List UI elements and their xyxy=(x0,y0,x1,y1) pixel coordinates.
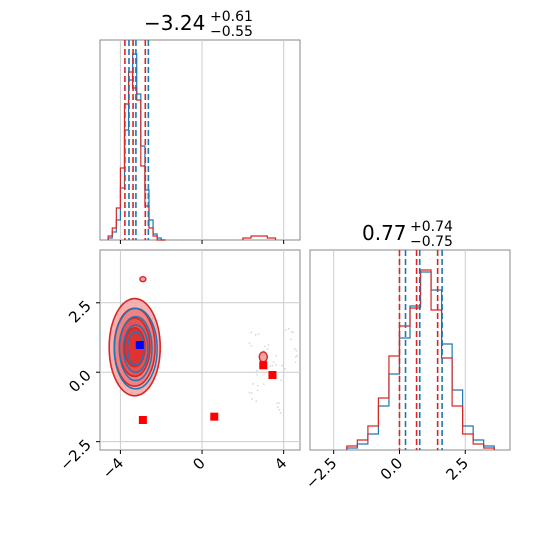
contour-red-island xyxy=(139,275,147,283)
sample-point-tail xyxy=(256,389,259,392)
sample-point-tail xyxy=(271,364,274,367)
sample-point-tail xyxy=(255,400,258,403)
axes-frame-top-left xyxy=(99,39,301,241)
sample-point-tail xyxy=(267,344,270,346)
title-value-bottom-right: 0.77 xyxy=(362,221,407,245)
panel-title-bottom-right: 0.77 xyxy=(362,221,407,245)
title-lower-error-bottom-right: −0.75 xyxy=(410,234,453,250)
histogram-tail-red-top-left xyxy=(242,235,277,240)
sample-point-tail xyxy=(272,361,275,364)
x-tick-labels-bottom-left: −4 0 4 xyxy=(99,450,291,482)
y-tick-label-bottom-left-2: 2.5 xyxy=(65,297,95,327)
sample-point-tail xyxy=(276,406,279,409)
sample-point-tail xyxy=(250,331,253,334)
x-tick-label-bottom-right-2: 2.5 xyxy=(442,454,472,484)
contour-red-tail-blob xyxy=(258,351,268,363)
panel-title-top-left: −3.24 xyxy=(144,11,205,35)
sample-point-tail xyxy=(248,342,251,345)
sample-point-tail xyxy=(250,392,253,394)
sample-point-tail xyxy=(296,354,298,357)
sample-point-tail xyxy=(248,391,251,394)
sample-point-tail xyxy=(275,354,278,357)
sample-point-tail xyxy=(262,383,265,386)
y-tick-label-bottom-left-0: −2.5 xyxy=(56,436,94,474)
sample-marker-2 xyxy=(210,412,219,421)
sample-point-tail xyxy=(279,412,282,414)
sample-point-tail xyxy=(252,383,254,385)
contour-blue-level-1 xyxy=(118,315,153,382)
contour-blue-level-0 xyxy=(113,307,158,390)
sample-point-tail xyxy=(264,345,266,348)
sample-point-tail xyxy=(257,333,260,336)
x-tick-labels-bottom-right: −2.5 0.0 2.5 xyxy=(302,450,472,493)
sample-point-tail xyxy=(281,364,283,367)
sample-point-tail xyxy=(295,349,298,352)
panel-bottom-left-scatter: −2.5 0.0 2.5 −4 0 4 xyxy=(56,249,301,482)
sample-marker-3 xyxy=(259,361,268,370)
title-value-top-left: −3.24 xyxy=(144,11,205,35)
sample-point-tail xyxy=(289,338,292,341)
sample-point-tail xyxy=(284,367,286,370)
histogram-content-top-left xyxy=(107,40,285,244)
sample-point-tail xyxy=(255,369,258,372)
histogram-series-red-top-left xyxy=(107,71,166,241)
panel-top-left-histogram: −3.24 +0.61 −0.55 xyxy=(99,9,301,244)
contour-blue-level-2 xyxy=(122,324,149,373)
sample-point-tail xyxy=(292,331,295,334)
contour-blue-level-3 xyxy=(126,331,145,367)
sample-marker-4 xyxy=(268,371,277,379)
sample-point-tail xyxy=(266,348,269,350)
sample-point-tail xyxy=(294,361,297,364)
sample-point-tail xyxy=(250,345,253,347)
sample-point-tail xyxy=(278,401,280,404)
sample-point-tail xyxy=(293,347,296,350)
sample-point-tail xyxy=(276,402,278,405)
scatter-contour-content xyxy=(100,250,300,450)
sample-point-tail xyxy=(251,398,253,400)
sample-point-tail xyxy=(256,373,259,376)
x-tick-label-bottom-right-1: 0.0 xyxy=(377,454,407,484)
sample-point-tail xyxy=(284,328,287,331)
x-tick-label-bottom-left-0: −4 xyxy=(99,454,127,482)
sample-point-tail xyxy=(287,327,290,330)
sample-point-tail xyxy=(290,330,293,333)
sample-point-tail xyxy=(278,408,281,411)
axes-frame-bottom-right xyxy=(309,249,511,451)
sample-marker-1 xyxy=(138,416,147,424)
x-tick-label-bottom-left-2: 4 xyxy=(271,454,290,473)
panel-bottom-right-histogram: −2.5 0.0 2.5 0.77 +0.74 −0.75 xyxy=(302,219,511,493)
sample-point-tail xyxy=(294,355,297,358)
y-tick-labels-bottom-left: −2.5 0.0 2.5 xyxy=(56,297,100,474)
sample-point-tail xyxy=(257,384,259,387)
sample-point-tail xyxy=(275,364,277,366)
sample-point-tail xyxy=(280,379,283,382)
x-tick-label-bottom-left-1: 0 xyxy=(189,454,208,473)
title-upper-error-bottom-right: +0.74 xyxy=(410,219,453,235)
sample-point-tail xyxy=(269,365,272,368)
title-lower-error-top-left: −0.55 xyxy=(210,24,253,40)
y-tick-label-bottom-left-1: 0.0 xyxy=(65,366,95,396)
title-upper-error-top-left: +0.61 xyxy=(210,9,253,25)
truth-marker-0 xyxy=(135,341,144,349)
histogram-content-bottom-right xyxy=(333,250,495,450)
x-tick-label-bottom-right-0: −2.5 xyxy=(302,454,340,492)
sample-point-tail xyxy=(254,334,257,336)
